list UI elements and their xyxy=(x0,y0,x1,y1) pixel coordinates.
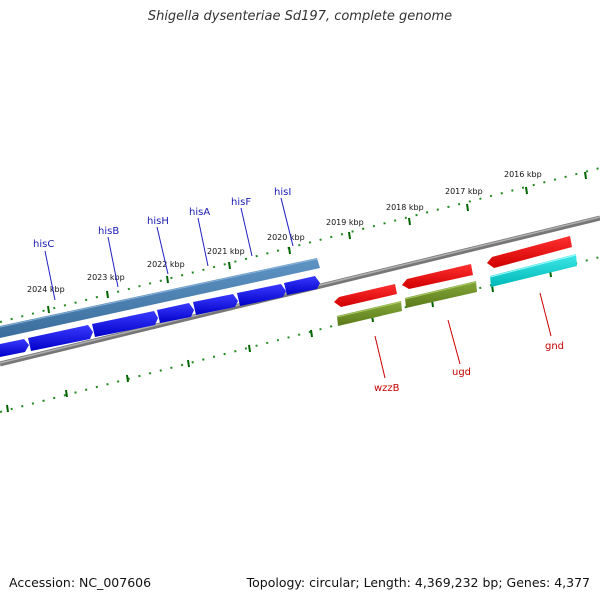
cds-reverse-ugd[interactable] xyxy=(402,264,473,289)
cds-forward-0[interactable] xyxy=(0,339,29,357)
kbp-label-2019: 2019 kbp xyxy=(326,218,364,227)
gene-label-ugd: ugd xyxy=(452,367,471,378)
gene-label-hisH: hisH xyxy=(147,216,169,227)
outer-tick-ring xyxy=(0,167,600,323)
map-title: Shigella dysenteriae Sd197, complete gen… xyxy=(147,9,453,24)
cds-reverse-wzzB[interactable] xyxy=(334,284,397,307)
gene-label-hisF: hisF xyxy=(231,197,251,208)
operon-feature[interactable] xyxy=(0,258,320,338)
cds-forward-hisI[interactable] xyxy=(284,276,320,295)
red-leader-lines xyxy=(374,292,552,379)
misc-features xyxy=(336,254,577,326)
blue-leader-lines xyxy=(44,197,294,301)
gene-label-hisB: hisB xyxy=(98,226,119,237)
gene-label-hisC: hisC xyxy=(33,239,54,250)
cds-forward-hisH[interactable] xyxy=(157,303,194,323)
accession-label: Accession: NC_007606 xyxy=(9,575,152,590)
kbp-label-2016: 2016 kbp xyxy=(504,170,542,179)
cds-forward-hisA[interactable] xyxy=(193,294,238,315)
gene-label-wzzB: wzzB xyxy=(374,383,400,394)
gene-label-gnd: gnd xyxy=(545,341,564,352)
forward-genes xyxy=(0,276,320,357)
genome-summary: Topology: circular; Length: 4,369,232 bp… xyxy=(246,575,590,590)
kbp-label-2024: 2024 kbp xyxy=(27,285,65,294)
inner-tick-ring xyxy=(0,256,600,413)
kbp-label-2021: 2021 kbp xyxy=(207,247,245,256)
cds-forward-hisB[interactable] xyxy=(92,311,158,337)
major-ticks xyxy=(6,171,587,413)
kbp-label-2023: 2023 kbp xyxy=(87,273,125,282)
cds-reverse-gnd[interactable] xyxy=(487,236,572,268)
gene-label-hisA: hisA xyxy=(189,207,210,218)
cds-forward-hisC[interactable] xyxy=(28,325,93,351)
misc-feature-cyan[interactable] xyxy=(490,254,577,287)
kbp-label-2018: 2018 kbp xyxy=(386,203,424,212)
kbp-label-2020: 2020 kbp xyxy=(267,233,305,242)
gene-label-hisI: hisI xyxy=(274,187,291,198)
misc-feature-green-1[interactable] xyxy=(337,301,402,326)
kbp-label-2017: 2017 kbp xyxy=(445,187,483,196)
reverse-genes xyxy=(334,236,572,307)
cds-forward-hisF[interactable] xyxy=(237,284,286,306)
misc-feature-green-2[interactable] xyxy=(405,281,477,308)
